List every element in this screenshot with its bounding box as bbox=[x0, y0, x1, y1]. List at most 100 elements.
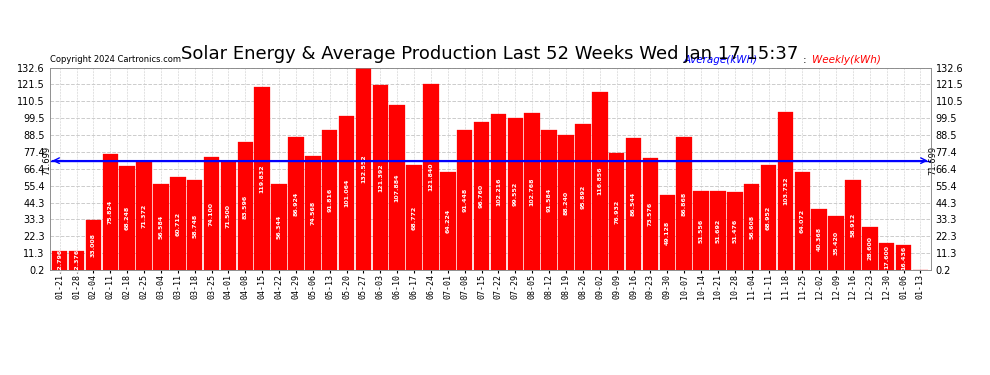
Text: 35.420: 35.420 bbox=[834, 231, 839, 255]
Text: 68.248: 68.248 bbox=[125, 206, 130, 230]
Text: 12.376: 12.376 bbox=[74, 249, 79, 273]
Text: 86.924: 86.924 bbox=[293, 192, 298, 216]
Text: 99.552: 99.552 bbox=[513, 182, 518, 206]
Text: 103.732: 103.732 bbox=[783, 177, 788, 205]
Bar bbox=[760, 165, 776, 270]
Text: 56.344: 56.344 bbox=[276, 215, 281, 239]
Text: 74.568: 74.568 bbox=[310, 201, 316, 225]
Text: 76.932: 76.932 bbox=[614, 200, 619, 223]
Text: 102.216: 102.216 bbox=[496, 178, 501, 206]
Text: 40.368: 40.368 bbox=[817, 227, 822, 252]
Text: 17.600: 17.600 bbox=[884, 245, 889, 269]
Bar bbox=[812, 209, 827, 270]
Bar bbox=[441, 172, 455, 270]
Bar bbox=[204, 157, 220, 270]
Bar bbox=[153, 184, 168, 270]
Text: 28.600: 28.600 bbox=[867, 236, 872, 260]
Text: 68.952: 68.952 bbox=[766, 206, 771, 230]
Text: 96.760: 96.760 bbox=[479, 184, 484, 209]
Text: 58.748: 58.748 bbox=[192, 213, 197, 237]
Bar bbox=[829, 216, 843, 270]
Text: 91.816: 91.816 bbox=[328, 188, 333, 212]
Bar bbox=[845, 180, 860, 270]
Bar bbox=[423, 84, 439, 270]
Text: 73.576: 73.576 bbox=[647, 202, 652, 226]
Text: 71.699: 71.699 bbox=[43, 146, 51, 175]
Bar bbox=[389, 105, 405, 270]
Text: 132.552: 132.552 bbox=[361, 154, 366, 183]
Bar bbox=[542, 130, 557, 270]
Text: 56.584: 56.584 bbox=[158, 215, 163, 239]
Bar bbox=[322, 130, 338, 270]
Text: 68.772: 68.772 bbox=[412, 206, 417, 230]
Text: 102.768: 102.768 bbox=[530, 177, 535, 206]
Bar bbox=[896, 245, 912, 270]
Text: 83.596: 83.596 bbox=[243, 194, 248, 219]
Bar bbox=[103, 154, 118, 270]
Bar bbox=[355, 68, 371, 270]
Bar bbox=[879, 243, 895, 270]
Text: 58.912: 58.912 bbox=[850, 213, 855, 237]
Bar bbox=[137, 161, 151, 270]
Bar bbox=[693, 192, 709, 270]
Text: 86.544: 86.544 bbox=[631, 192, 636, 216]
Bar bbox=[288, 137, 304, 270]
Bar bbox=[271, 184, 287, 270]
Text: 56.608: 56.608 bbox=[749, 215, 754, 239]
Text: 116.856: 116.856 bbox=[597, 166, 602, 195]
Bar bbox=[710, 191, 726, 270]
Bar bbox=[626, 138, 642, 270]
Text: 75.824: 75.824 bbox=[108, 200, 113, 225]
Bar bbox=[778, 112, 793, 270]
Text: 86.868: 86.868 bbox=[682, 192, 687, 216]
Text: 64.224: 64.224 bbox=[446, 209, 450, 233]
Bar bbox=[187, 180, 202, 270]
Title: Solar Energy & Average Production Last 52 Weeks Wed Jan 17 15:37: Solar Energy & Average Production Last 5… bbox=[181, 45, 799, 63]
Bar bbox=[676, 138, 692, 270]
Bar bbox=[221, 161, 237, 270]
Bar bbox=[743, 184, 759, 270]
Text: 71.372: 71.372 bbox=[142, 204, 147, 228]
Text: Average(kWh): Average(kWh) bbox=[684, 56, 758, 65]
Bar bbox=[170, 177, 185, 270]
Text: 95.892: 95.892 bbox=[580, 185, 585, 209]
Bar bbox=[68, 251, 84, 270]
Text: 91.584: 91.584 bbox=[546, 188, 551, 212]
Text: 121.840: 121.840 bbox=[429, 163, 434, 191]
Text: 64.072: 64.072 bbox=[800, 209, 805, 233]
Bar bbox=[457, 130, 472, 270]
Text: 119.832: 119.832 bbox=[259, 164, 264, 193]
Bar bbox=[862, 226, 877, 270]
Text: 12.796: 12.796 bbox=[57, 248, 62, 273]
Bar bbox=[727, 192, 742, 270]
Bar bbox=[558, 135, 574, 270]
Text: 49.128: 49.128 bbox=[664, 220, 670, 245]
Bar bbox=[254, 87, 270, 270]
Text: 51.556: 51.556 bbox=[699, 219, 704, 243]
Text: 91.448: 91.448 bbox=[462, 188, 467, 213]
Bar bbox=[120, 166, 135, 270]
Text: 121.392: 121.392 bbox=[378, 163, 383, 192]
Text: :: : bbox=[803, 56, 810, 65]
Text: Copyright 2024 Cartronics.com: Copyright 2024 Cartronics.com bbox=[50, 56, 180, 64]
Bar bbox=[305, 156, 321, 270]
Text: 51.692: 51.692 bbox=[716, 219, 721, 243]
Text: 101.064: 101.064 bbox=[345, 179, 349, 207]
Text: 33.008: 33.008 bbox=[91, 233, 96, 257]
Bar bbox=[372, 85, 388, 270]
Bar bbox=[575, 124, 591, 270]
Bar bbox=[643, 158, 658, 270]
Bar bbox=[238, 142, 253, 270]
Text: 71.500: 71.500 bbox=[226, 204, 231, 228]
Bar bbox=[659, 195, 675, 270]
Bar bbox=[609, 153, 625, 270]
Text: 107.884: 107.884 bbox=[395, 174, 400, 202]
Text: 74.100: 74.100 bbox=[209, 202, 214, 226]
Text: 88.240: 88.240 bbox=[563, 191, 568, 215]
Bar bbox=[592, 92, 608, 270]
Text: 71.699: 71.699 bbox=[929, 146, 938, 175]
Bar bbox=[51, 251, 67, 270]
Bar bbox=[525, 113, 540, 270]
Bar bbox=[491, 114, 506, 270]
Text: Weekly(kWh): Weekly(kWh) bbox=[812, 56, 880, 65]
